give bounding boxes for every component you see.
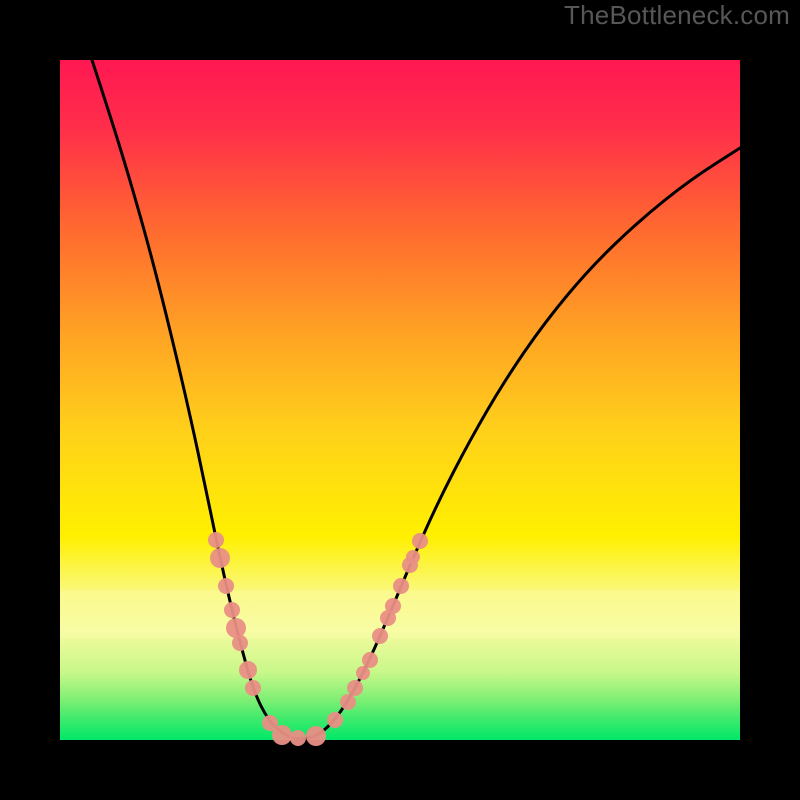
data-marker [393,578,409,594]
data-marker [232,635,248,651]
chart-container: TheBottleneck.com [0,0,800,800]
data-marker [210,548,230,568]
data-marker [347,680,363,696]
watermark-text: TheBottleneck.com [564,0,790,31]
bottleneck-chart [0,0,800,800]
data-marker [385,598,401,614]
data-marker [226,618,246,638]
data-marker [406,550,420,564]
data-marker [362,652,378,668]
data-marker [340,694,356,710]
data-marker [224,602,240,618]
pale-band [60,590,740,638]
data-marker [239,661,257,679]
data-marker [372,628,388,644]
data-marker [356,666,370,680]
data-marker [306,726,326,746]
data-marker [272,725,292,745]
data-marker [327,712,343,728]
data-marker [412,533,428,549]
data-marker [218,578,234,594]
data-marker [245,680,261,696]
data-marker [208,532,224,548]
data-marker [290,730,306,746]
